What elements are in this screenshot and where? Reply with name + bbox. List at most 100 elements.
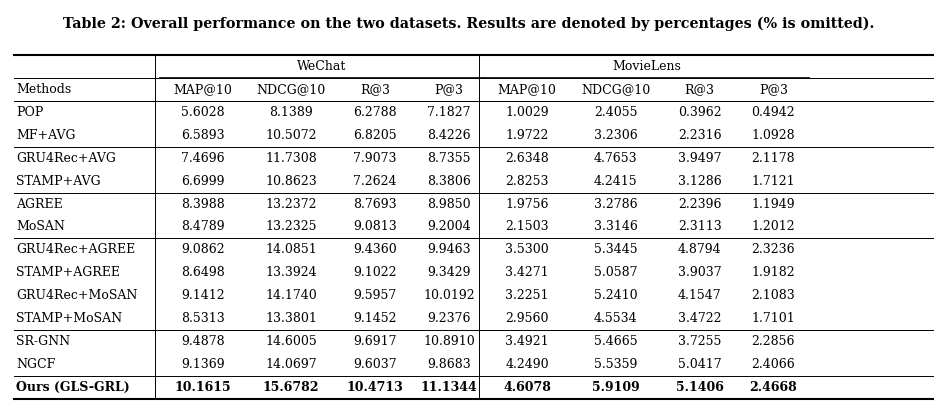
Text: 5.0417: 5.0417 [678, 358, 721, 371]
Text: 6.5893: 6.5893 [181, 129, 224, 142]
Text: 9.0862: 9.0862 [181, 243, 224, 256]
Text: 9.1369: 9.1369 [181, 358, 224, 371]
Text: 9.5957: 9.5957 [354, 289, 397, 302]
Text: 2.3236: 2.3236 [751, 243, 795, 256]
Text: 3.1286: 3.1286 [678, 175, 721, 188]
Text: 9.2376: 9.2376 [427, 312, 471, 325]
Text: 1.7121: 1.7121 [751, 175, 795, 188]
Text: 9.9463: 9.9463 [427, 243, 471, 256]
Text: 5.6028: 5.6028 [181, 106, 224, 119]
Text: POP: POP [16, 106, 43, 119]
Text: MovieLens: MovieLens [612, 60, 681, 73]
Text: 1.7101: 1.7101 [751, 312, 795, 325]
Text: 1.9182: 1.9182 [751, 266, 795, 279]
Text: 4.1547: 4.1547 [678, 289, 721, 302]
Text: 15.6782: 15.6782 [263, 381, 320, 394]
Text: 3.9497: 3.9497 [678, 152, 721, 165]
Text: 9.6037: 9.6037 [354, 358, 397, 371]
Text: SR-GNN: SR-GNN [16, 335, 70, 348]
Text: 3.4271: 3.4271 [506, 266, 549, 279]
Text: 1.0928: 1.0928 [751, 129, 795, 142]
Text: 3.2306: 3.2306 [594, 129, 638, 142]
Text: R@3: R@3 [685, 83, 715, 96]
Text: 10.5072: 10.5072 [265, 129, 317, 142]
Text: 1.9722: 1.9722 [506, 129, 549, 142]
Text: 9.6917: 9.6917 [354, 335, 397, 348]
Text: P@3: P@3 [434, 83, 463, 96]
Text: 7.2624: 7.2624 [354, 175, 397, 188]
Text: 2.6348: 2.6348 [506, 152, 549, 165]
Text: 6.6999: 6.6999 [181, 175, 224, 188]
Text: 10.0192: 10.0192 [423, 289, 475, 302]
Text: GRU4Rec+AGREE: GRU4Rec+AGREE [16, 243, 135, 256]
Text: P@3: P@3 [759, 83, 788, 96]
Text: 13.3924: 13.3924 [265, 266, 317, 279]
Text: 10.4713: 10.4713 [347, 381, 403, 394]
Text: 3.2786: 3.2786 [594, 198, 638, 211]
Text: GRU4Rec+MoSAN: GRU4Rec+MoSAN [16, 289, 137, 302]
Text: 4.6078: 4.6078 [503, 381, 552, 394]
Text: 5.9109: 5.9109 [592, 381, 640, 394]
Text: 5.4665: 5.4665 [594, 335, 638, 348]
Text: 6.8205: 6.8205 [354, 129, 397, 142]
Text: WeChat: WeChat [297, 60, 346, 73]
Text: 8.5313: 8.5313 [181, 312, 224, 325]
Text: 9.1022: 9.1022 [354, 266, 397, 279]
Text: 8.6498: 8.6498 [181, 266, 224, 279]
Text: 13.2372: 13.2372 [265, 198, 317, 211]
Text: 14.1740: 14.1740 [265, 289, 317, 302]
Text: 2.9560: 2.9560 [506, 312, 549, 325]
Text: 11.1344: 11.1344 [420, 381, 477, 394]
Text: 14.0851: 14.0851 [265, 243, 317, 256]
Text: NGCF: NGCF [16, 358, 55, 371]
Text: GRU4Rec+AVG: GRU4Rec+AVG [16, 152, 115, 165]
Text: 5.3445: 5.3445 [594, 243, 638, 256]
Text: 8.4789: 8.4789 [181, 220, 224, 234]
Text: NDCG@10: NDCG@10 [582, 83, 650, 96]
Text: 9.4878: 9.4878 [181, 335, 224, 348]
Text: 4.2490: 4.2490 [506, 358, 549, 371]
Text: 8.1389: 8.1389 [269, 106, 313, 119]
Text: 9.2004: 9.2004 [427, 220, 471, 234]
Text: 9.0813: 9.0813 [354, 220, 397, 234]
Text: 10.8623: 10.8623 [265, 175, 317, 188]
Text: MAP@10: MAP@10 [498, 83, 556, 96]
Text: 2.4668: 2.4668 [749, 381, 797, 394]
Text: 8.4226: 8.4226 [427, 129, 471, 142]
Text: 10.1615: 10.1615 [174, 381, 231, 394]
Text: 7.9073: 7.9073 [354, 152, 397, 165]
Text: 1.2012: 1.2012 [751, 220, 795, 234]
Text: 7.4696: 7.4696 [181, 152, 224, 165]
Text: Table 2: Overall performance on the two datasets. Results are denoted by percent: Table 2: Overall performance on the two … [63, 16, 875, 31]
Text: 14.6005: 14.6005 [265, 335, 317, 348]
Text: 1.0029: 1.0029 [506, 106, 549, 119]
Text: 5.0587: 5.0587 [594, 266, 638, 279]
Text: 5.5359: 5.5359 [594, 358, 638, 371]
Text: 9.8683: 9.8683 [427, 358, 471, 371]
Text: 2.4066: 2.4066 [751, 358, 795, 371]
Text: 9.1452: 9.1452 [354, 312, 397, 325]
Text: R@3: R@3 [360, 83, 390, 96]
Text: 2.2396: 2.2396 [678, 198, 721, 211]
Text: 5.2410: 5.2410 [594, 289, 638, 302]
Text: STAMP+AGREE: STAMP+AGREE [16, 266, 120, 279]
Text: 13.2325: 13.2325 [265, 220, 317, 234]
Text: STAMP+AVG: STAMP+AVG [16, 175, 100, 188]
Text: 7.1827: 7.1827 [427, 106, 471, 119]
Text: 5.1406: 5.1406 [675, 381, 724, 394]
Text: 13.3801: 13.3801 [265, 312, 317, 325]
Text: 3.9037: 3.9037 [678, 266, 721, 279]
Text: 9.3429: 9.3429 [427, 266, 471, 279]
Text: 8.7355: 8.7355 [427, 152, 471, 165]
Text: 3.4722: 3.4722 [678, 312, 721, 325]
Text: 8.3806: 8.3806 [427, 175, 471, 188]
Text: 4.2415: 4.2415 [594, 175, 638, 188]
Text: 0.4942: 0.4942 [751, 106, 795, 119]
Text: 4.7653: 4.7653 [594, 152, 638, 165]
Text: AGREE: AGREE [16, 198, 63, 211]
Text: 2.1178: 2.1178 [751, 152, 795, 165]
Text: 3.7255: 3.7255 [678, 335, 721, 348]
Text: 1.9756: 1.9756 [506, 198, 549, 211]
Text: 3.2251: 3.2251 [506, 289, 549, 302]
Text: 11.7308: 11.7308 [265, 152, 317, 165]
